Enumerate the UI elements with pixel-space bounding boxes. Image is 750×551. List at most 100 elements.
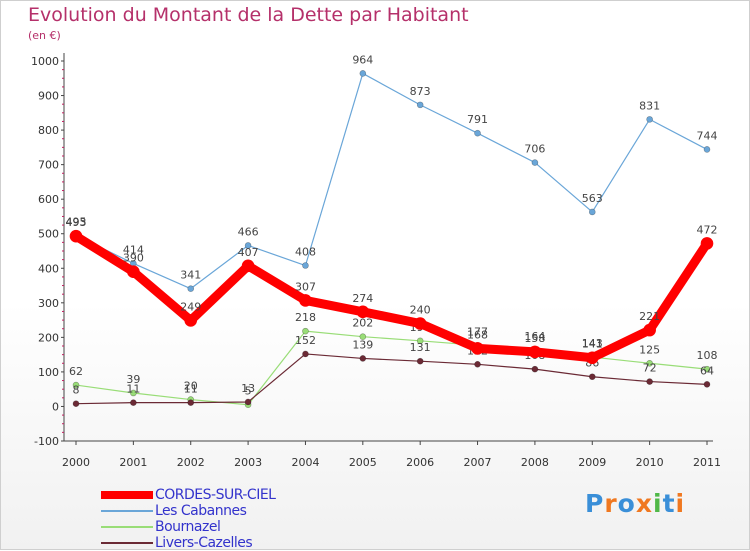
data-label: 5: [245, 385, 252, 398]
data-point: [244, 398, 252, 406]
data-point: [703, 146, 711, 153]
data-point: [531, 365, 539, 373]
logo-letter: t: [662, 489, 676, 518]
logo-letter: x: [635, 489, 653, 518]
data-point: [646, 116, 653, 123]
data-label: 177: [467, 325, 488, 338]
x-tick-label: 2003: [234, 456, 262, 469]
y-tick-label: 200: [38, 331, 59, 344]
data-point: [588, 208, 596, 216]
data-point: [471, 342, 484, 355]
y-tick-label: 800: [38, 124, 59, 137]
y-tick-label: 300: [38, 297, 59, 310]
data-label: 407: [238, 246, 259, 259]
data-label: 466: [238, 225, 259, 238]
logo-letter: o: [617, 489, 636, 518]
data-label: 143: [582, 337, 603, 350]
logo-letter: P: [585, 489, 605, 518]
legend-label: Les Cabannes: [155, 503, 247, 519]
data-label: 218: [295, 311, 316, 324]
data-point: [416, 357, 424, 365]
data-point: [302, 327, 309, 335]
y-tick-label: 900: [38, 90, 59, 103]
series-line: [71, 231, 712, 363]
legend-item: Bournazel: [101, 519, 275, 535]
data-point: [244, 242, 252, 249]
x-tick-label: 2007: [464, 456, 492, 469]
y-tick-label: 0: [52, 400, 59, 413]
data-point: [241, 259, 255, 273]
data-point: [356, 305, 370, 319]
data-point: [588, 373, 596, 381]
x-tick-label: 2001: [119, 456, 147, 469]
data-label: 390: [123, 252, 144, 265]
x-tick-label: 2000: [62, 456, 90, 469]
x-tick-label: 2010: [636, 456, 664, 469]
x-tick-label: 2002: [177, 456, 205, 469]
data-label: 408: [295, 246, 316, 259]
data-label: 240: [410, 304, 431, 317]
data-label: 11: [184, 383, 198, 396]
data-point: [413, 317, 427, 330]
data-label: 64: [700, 364, 714, 377]
data-point: [187, 399, 195, 406]
data-label: 221: [639, 310, 660, 323]
data-label: 414: [123, 243, 144, 256]
data-point: [72, 381, 80, 389]
data-point: [127, 265, 140, 279]
y-tick-label: 500: [38, 228, 59, 241]
data-label: 152: [295, 334, 316, 347]
data-point: [703, 365, 711, 373]
data-label: 873: [410, 85, 431, 98]
data-point: [585, 351, 599, 365]
data-label: 563: [582, 192, 603, 205]
data-label: 493: [66, 216, 87, 229]
x-tick-label: 2008: [521, 456, 549, 469]
data-label: 706: [524, 143, 545, 156]
x-tick-label: 2004: [291, 456, 319, 469]
data-point: [531, 159, 539, 166]
data-point: [187, 285, 195, 292]
data-label: 791: [467, 113, 488, 126]
legend-label: Livers-Cazelles: [155, 535, 253, 551]
legend-item: Livers-Cazelles: [101, 535, 275, 551]
data-label: 39: [126, 373, 140, 386]
data-label: 274: [352, 292, 373, 305]
data-point: [302, 350, 309, 358]
series-line: [75, 353, 708, 405]
data-point: [703, 381, 711, 388]
series-line: [75, 72, 708, 290]
logo-letter: r: [604, 489, 618, 518]
legend-label: CORDES-SUR-CIEL: [155, 487, 276, 503]
data-point: [416, 101, 424, 109]
data-point: [130, 399, 137, 406]
y-tick-label: 600: [38, 193, 59, 206]
x-tick-label: 2011: [693, 456, 721, 469]
x-tick-label: 2005: [349, 456, 377, 469]
y-tick-label: 100: [38, 366, 59, 379]
data-label: 831: [639, 99, 660, 112]
chart-title: Evolution du Montant de la Dette par Hab…: [28, 4, 469, 26]
y-tick-label: 1000: [31, 55, 59, 68]
data-point: [700, 237, 714, 250]
logo-letter: i: [675, 489, 686, 518]
legend-item: CORDES-SUR-CIEL: [101, 487, 276, 503]
data-label: 72: [643, 362, 657, 375]
data-point: [72, 400, 80, 407]
data-label: 249: [180, 300, 201, 313]
logo-letter: i: [653, 489, 663, 518]
data-point: [474, 361, 481, 368]
data-label: 744: [697, 129, 718, 142]
legend-label: Bournazel: [155, 519, 221, 535]
data-label: 168: [467, 328, 488, 341]
proxiti-logo: Proxiti: [585, 489, 685, 518]
y-tick-label: -100: [34, 435, 59, 448]
data-point: [359, 333, 367, 340]
x-tick-label: 2009: [578, 456, 606, 469]
data-label: 20: [184, 380, 198, 393]
chart-subtitle: (en €): [28, 29, 61, 42]
data-point: [299, 294, 312, 307]
data-label: 141: [582, 338, 603, 351]
data-point: [184, 314, 198, 327]
